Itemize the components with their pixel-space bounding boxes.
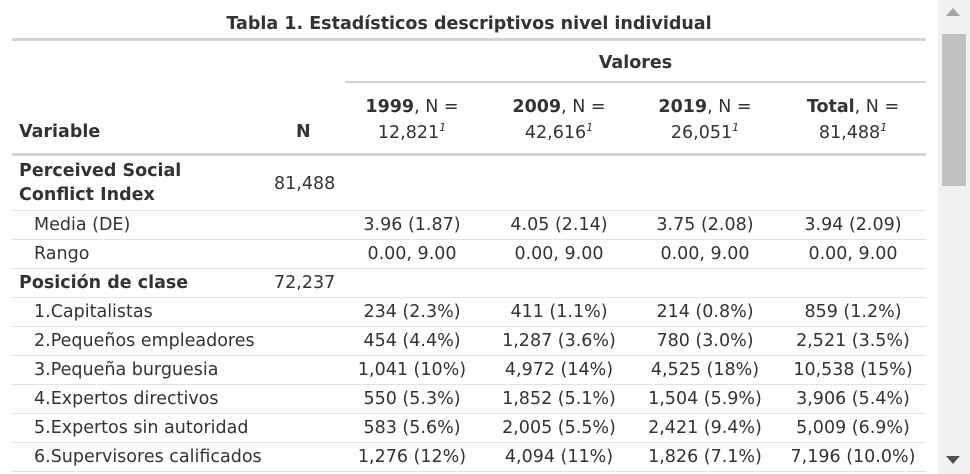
row-label: 3.Pequeña burguesia xyxy=(34,360,219,380)
header-count: 12,821 xyxy=(377,123,440,143)
header-col-2009: 2009, N = 42,6161 xyxy=(494,94,624,146)
header-year: 2019 xyxy=(658,97,708,117)
table-row: Posición de clase 72,237 xyxy=(12,269,926,298)
cell-2009: 4.05 (2.14) xyxy=(510,215,608,235)
header-n-prefix: , N = xyxy=(561,97,606,117)
cell-1999: 550 (5.3%) xyxy=(363,389,461,409)
cell-1999: 3.96 (1.87) xyxy=(363,215,461,235)
header-col-total: Total, N = 81,4881 xyxy=(788,94,918,146)
cell-1999: 0.00, 9.00 xyxy=(367,244,457,264)
table-row: 4.Expertos directivos 550 (5.3%) 1,852 (… xyxy=(12,385,926,414)
table-row: Media (DE) 3.96 (1.87) 4.05 (2.14) 3.75 … xyxy=(12,211,926,240)
table-row: 1.Capitalistas 234 (2.3%) 411 (1.1%) 214… xyxy=(12,298,926,327)
cell-1999: 583 (5.6%) xyxy=(363,418,461,438)
spanner-rule xyxy=(345,81,926,83)
header-count: 81,488 xyxy=(818,123,881,143)
cell-2019: 4,525 (18%) xyxy=(650,360,760,380)
table-row: 5.Expertos sin autoridad 583 (5.6%) 2,00… xyxy=(12,414,926,443)
cell-2009: 1,852 (5.1%) xyxy=(502,389,616,409)
row-label: 6.Supervisores calificados xyxy=(34,447,262,467)
cell-1999: 454 (4.4%) xyxy=(363,331,461,351)
header-col-1999: 1999, N = 12,8211 xyxy=(347,94,477,146)
scroll-up-arrow-icon[interactable] xyxy=(946,8,960,16)
cell-2019: 214 (0.8%) xyxy=(656,302,754,322)
table-row: Perceived Social Conflict Index 81,488 xyxy=(12,156,926,211)
top-rule xyxy=(12,38,926,41)
cell-2019: 2,421 (9.4%) xyxy=(648,418,762,438)
row-label: Perceived Social Conflict Index xyxy=(19,161,182,205)
row-label: Rango xyxy=(34,244,90,264)
table-row: 6.Supervisores calificados 1,276 (12%) 4… xyxy=(12,443,926,472)
header-bottom-rule xyxy=(12,153,926,156)
cell-2009: 1,287 (3.6%) xyxy=(502,331,616,351)
header-year: 1999 xyxy=(365,97,415,117)
cell-total: 7,196 (10.0%) xyxy=(790,447,916,467)
cell-2019: 0.00, 9.00 xyxy=(660,244,750,264)
cell-total: 10,538 (15%) xyxy=(793,360,913,380)
cell-2019: 780 (3.0%) xyxy=(656,331,754,351)
scrollbar-thumb[interactable] xyxy=(942,34,966,186)
table-viewport: Tabla 1. Estadísticos descriptivos nivel… xyxy=(12,14,926,472)
cell-1999: 1,041 (10%) xyxy=(357,360,467,380)
cell-1999: 234 (2.3%) xyxy=(363,302,461,322)
row-n: 72,237 xyxy=(274,273,336,293)
cell-1999: 1,276 (12%) xyxy=(357,447,467,467)
cell-2019: 1,504 (5.9%) xyxy=(648,389,762,409)
table-caption: Tabla 1. Estadísticos descriptivos nivel… xyxy=(226,14,712,34)
row-label: 2.Pequeños empleadores xyxy=(34,331,255,351)
header-n-prefix: , N = xyxy=(707,97,752,117)
header-n: N xyxy=(296,122,311,142)
table-row: 2.Pequeños empleadores 454 (4.4%) 1,287 … xyxy=(12,327,926,356)
row-label: 1.Capitalistas xyxy=(34,302,153,322)
header-n-prefix: , N = xyxy=(414,97,459,117)
footnote-mark: 1 xyxy=(880,121,888,135)
header-year: Total xyxy=(806,97,855,117)
table-row: Rango 0.00, 9.00 0.00, 9.00 0.00, 9.00 0… xyxy=(12,240,926,269)
row-label: 4.Expertos directivos xyxy=(34,389,219,409)
scroll-down-arrow-icon[interactable] xyxy=(946,456,960,464)
header-variable: Variable xyxy=(19,122,101,142)
header-count: 42,616 xyxy=(524,123,587,143)
footnote-mark: 1 xyxy=(586,121,594,135)
row-label: 5.Expertos sin autoridad xyxy=(34,418,249,438)
cell-2009: 4,972 (14%) xyxy=(504,360,614,380)
cell-total: 3.94 (2.09) xyxy=(804,215,902,235)
table-row: 3.Pequeña burguesia 1,041 (10%) 4,972 (1… xyxy=(12,356,926,385)
header-n-prefix: , N = xyxy=(854,97,900,117)
cell-2009: 411 (1.1%) xyxy=(510,302,608,322)
cell-2019: 3.75 (2.08) xyxy=(656,215,754,235)
header-year: 2009 xyxy=(512,97,562,117)
cell-total: 859 (1.2%) xyxy=(804,302,902,322)
row-label: Media (DE) xyxy=(34,215,131,235)
row-n: 81,488 xyxy=(274,174,336,194)
cell-2019: 1,826 (7.1%) xyxy=(648,447,762,467)
cell-total: 3,906 (5.4%) xyxy=(796,389,910,409)
cell-2009: 2,005 (5.5%) xyxy=(502,418,616,438)
cell-2009: 0.00, 9.00 xyxy=(514,244,604,264)
spanner-header: Valores xyxy=(598,53,673,73)
row-label: Posición de clase xyxy=(19,273,189,293)
footnote-mark: 1 xyxy=(439,121,447,135)
cell-total: 0.00, 9.00 xyxy=(808,244,898,264)
footnote-mark: 1 xyxy=(732,121,740,135)
header-col-2019: 2019, N = 26,0511 xyxy=(640,94,770,146)
cell-2009: 4,094 (11%) xyxy=(504,447,614,467)
cell-total: 5,009 (6.9%) xyxy=(796,418,910,438)
cell-total: 2,521 (3.5%) xyxy=(796,331,910,351)
header-count: 26,051 xyxy=(670,123,733,143)
